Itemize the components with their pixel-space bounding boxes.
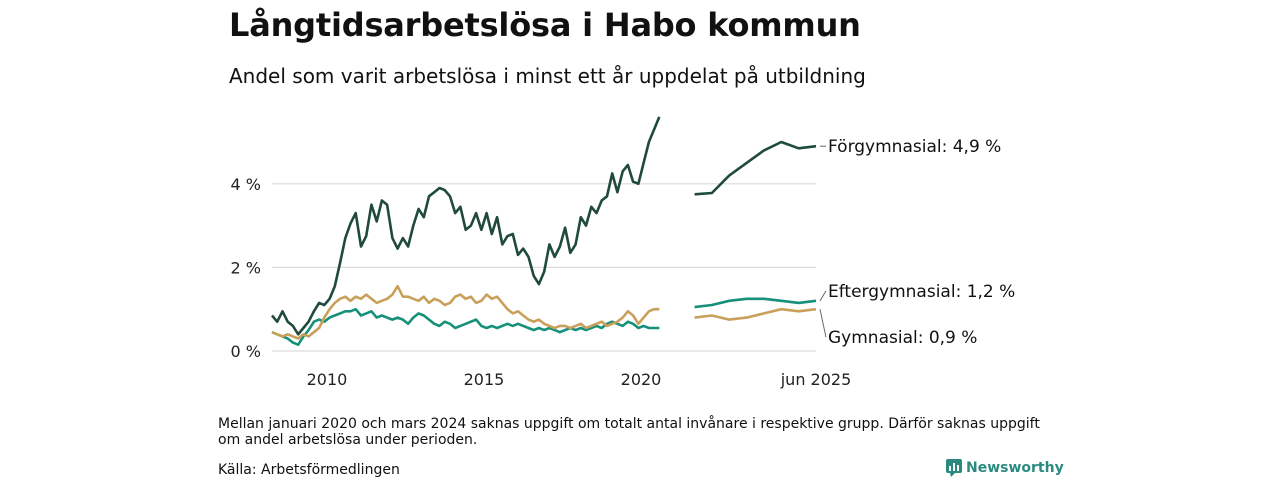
y-tick-label: 4 % xyxy=(231,175,261,194)
series-line-eftergymnasial xyxy=(694,297,817,309)
series-labels: Förgymnasial: 4,9 % Eftergymnasial: 1,2 %… xyxy=(819,137,1015,348)
source-text: Källa: Arbetsförmedlingen xyxy=(218,462,400,478)
chart-subtitle: Andel som varit arbetslösa i minst ett å… xyxy=(229,64,866,88)
newsworthy-logo-icon xyxy=(946,459,962,477)
x-axis: 2010 2015 2020 jun 2025 xyxy=(307,370,852,389)
series-label-eftergymnasial: Eftergymnasial: 1,2 % xyxy=(828,282,1015,302)
label-leader-line xyxy=(819,290,827,302)
y-axis: 0 % 2 % 4 % xyxy=(231,175,261,361)
x-tick-label: 2010 xyxy=(307,370,348,389)
series-label-förgymnasial: Förgymnasial: 4,9 % xyxy=(828,137,1001,157)
label-leader-line xyxy=(819,309,827,338)
x-tick-label: 2015 xyxy=(464,370,505,389)
x-tick-label: jun 2025 xyxy=(780,370,852,389)
series-lines xyxy=(271,116,817,346)
series-line-förgymnasial xyxy=(694,140,817,196)
chart-title: Långtidsarbetslösa i Habo kommun xyxy=(229,6,861,44)
footnote: Mellan januari 2020 och mars 2024 saknas… xyxy=(218,416,1040,448)
series-line-förgymnasial xyxy=(271,116,661,336)
x-tick-label: 2020 xyxy=(621,370,662,389)
y-tick-label: 0 % xyxy=(231,342,261,361)
series-label-gymnasial: Gymnasial: 0,9 % xyxy=(828,328,977,348)
series-line-gymnasial xyxy=(271,284,660,340)
brand-logo[interactable]: Newsworthy xyxy=(946,459,1064,477)
series-line-eftergymnasial xyxy=(271,307,660,346)
brand-name: Newsworthy xyxy=(966,460,1064,476)
series-line-gymnasial xyxy=(694,307,817,321)
y-tick-label: 2 % xyxy=(231,258,261,277)
